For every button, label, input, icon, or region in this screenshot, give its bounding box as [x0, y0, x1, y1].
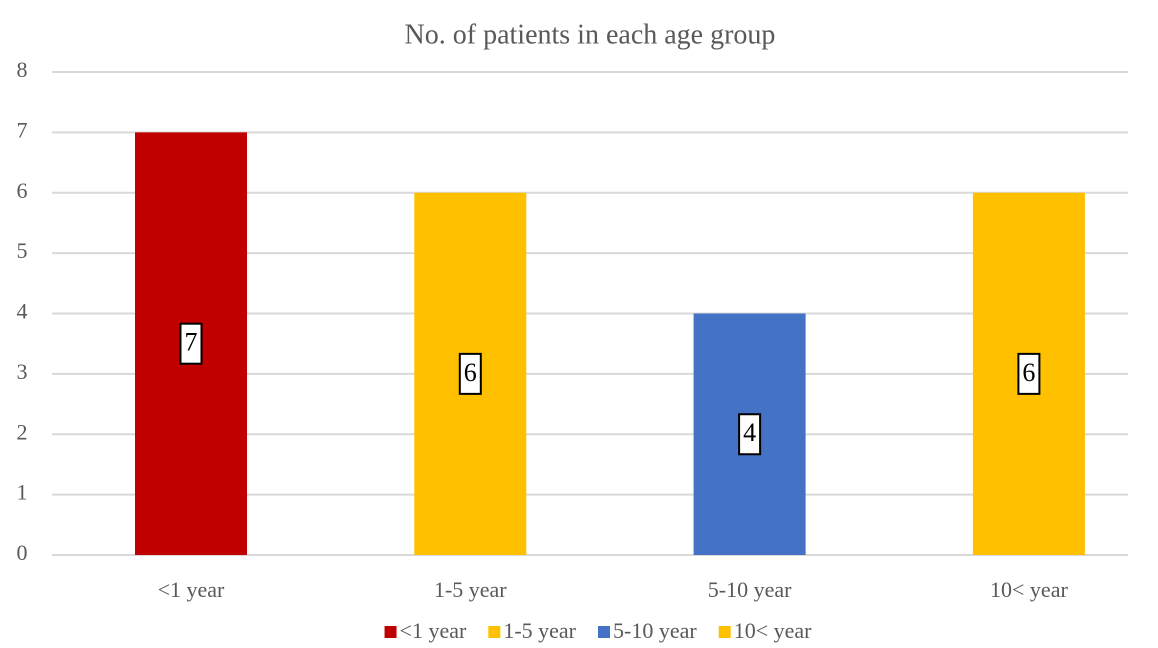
chart-title: No. of patients in each age group [405, 19, 776, 50]
data-label: 6 [464, 358, 477, 387]
legend-swatch [384, 626, 397, 638]
legend-swatch [598, 626, 610, 638]
data-label-box [458, 352, 482, 395]
data-label-box [1017, 352, 1041, 395]
y-tick-label: 0 [17, 540, 28, 565]
y-tick-label: 5 [17, 238, 28, 263]
legend-label: 1-5 year [503, 618, 576, 643]
x-tick-label: 10< year [990, 577, 1068, 602]
legend-swatch [718, 626, 731, 638]
y-tick-label: 1 [17, 480, 28, 505]
y-tick-label: 8 [17, 57, 28, 82]
y-tick-label: 7 [17, 117, 28, 142]
x-tick-label: 5-10 year [708, 577, 792, 602]
legend-swatch [488, 626, 501, 638]
x-tick-label: <1 year [158, 577, 225, 602]
data-label: 4 [743, 418, 756, 447]
legend-label: <1 year [400, 618, 467, 643]
data-label-box [179, 322, 203, 365]
y-tick-label: 4 [17, 299, 28, 324]
legend-label: 10< year [734, 618, 812, 643]
legend: <1 year 1-5 year 5-10 year 10< year [384, 618, 812, 643]
y-tick-label: 3 [17, 359, 28, 384]
x-tick-label: 1-5 year [434, 577, 507, 602]
y-tick-label: 2 [17, 419, 28, 444]
y-tick-label: 6 [17, 178, 28, 203]
data-label: 6 [1022, 358, 1035, 387]
data-label: 7 [185, 328, 198, 357]
legend-label: 5-10 year [613, 618, 697, 643]
data-label-box [738, 413, 762, 456]
